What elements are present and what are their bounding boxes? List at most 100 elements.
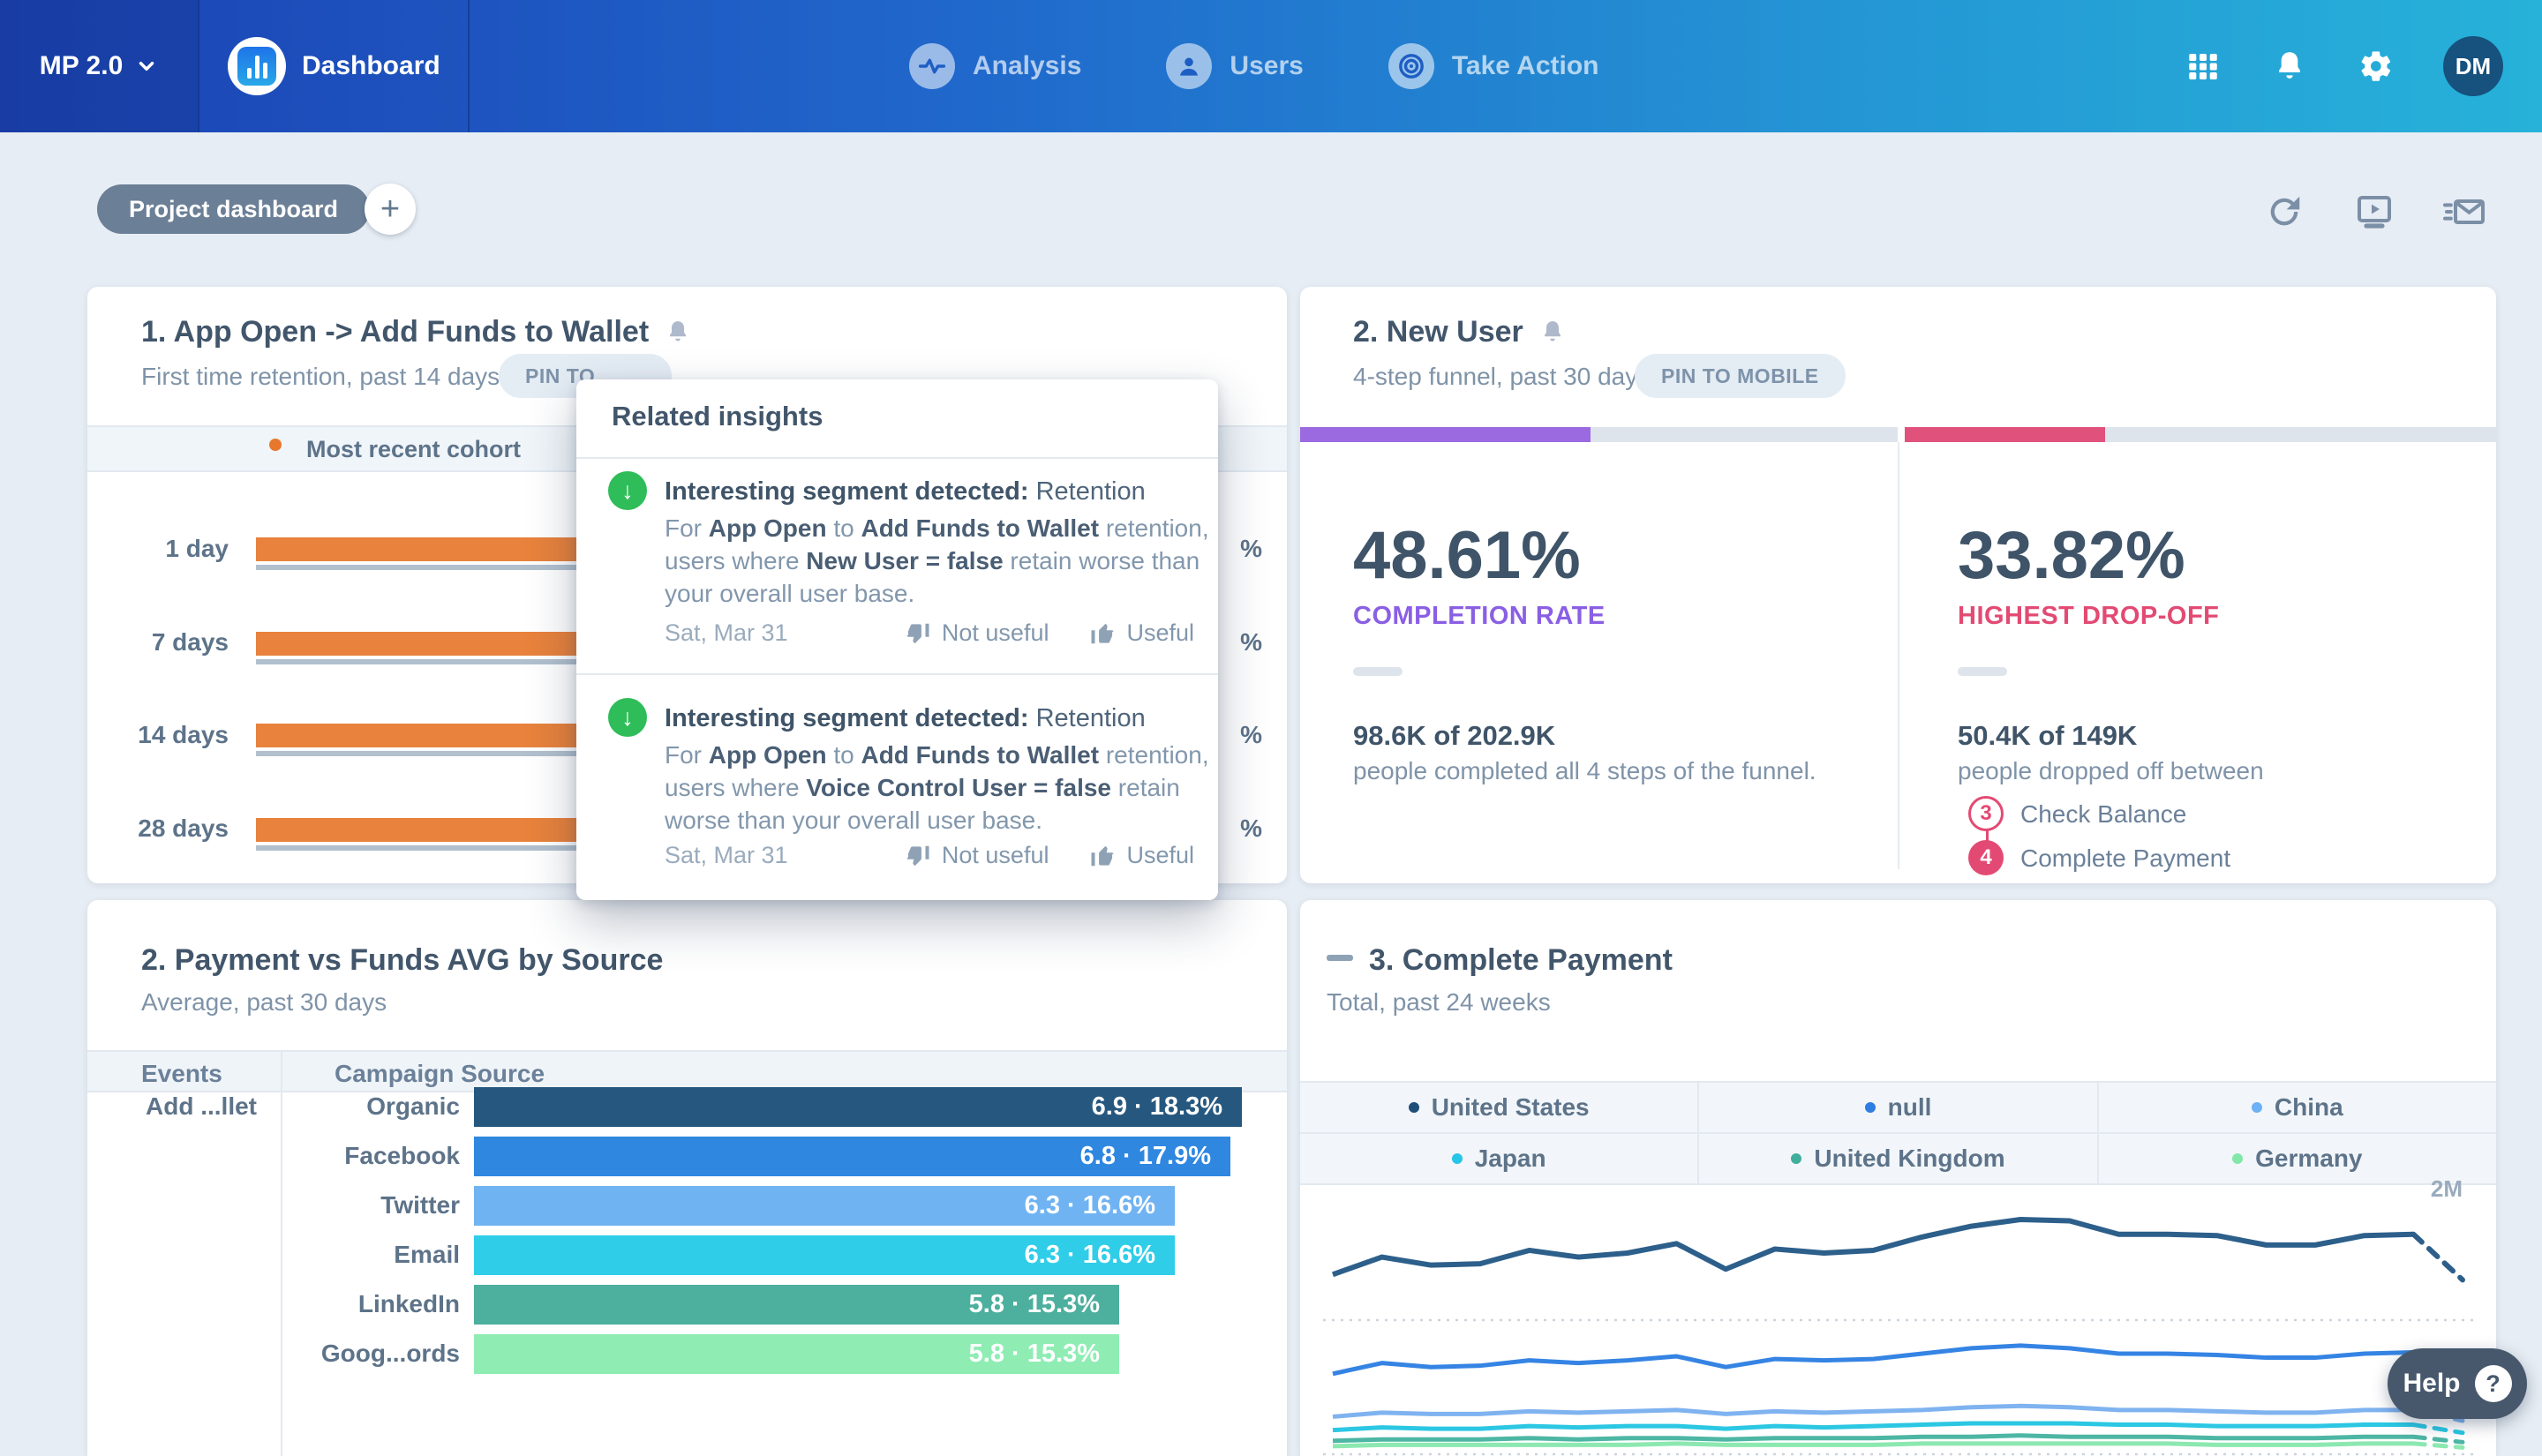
- series-marker-icon: [1408, 1102, 1419, 1113]
- cohort-marker-icon: [269, 439, 282, 451]
- source-bars-card: 2. Payment vs Funds AVG by Source Averag…: [87, 900, 1287, 1456]
- help-label: Help: [2403, 1369, 2461, 1398]
- nav-utilities: DM: [2184, 0, 2542, 132]
- not-useful-button[interactable]: Not useful: [905, 842, 1049, 869]
- legend-item-united-kingdom[interactable]: United Kingdom: [1699, 1134, 2099, 1183]
- help-button[interactable]: Help ?: [2388, 1348, 2527, 1419]
- avatar[interactable]: DM: [2443, 36, 2503, 96]
- bar-email: 6.3 · 16.6%: [474, 1235, 1175, 1275]
- legend-item-null[interactable]: null: [1699, 1083, 2099, 1132]
- present-icon[interactable]: [2351, 189, 2397, 235]
- pulse-icon: [909, 43, 955, 89]
- source-label: Email: [394, 1241, 460, 1268]
- payment-lines-card: 3. Complete Payment Total, past 24 weeks…: [1300, 900, 2496, 1456]
- minus-icon[interactable]: [1327, 955, 1353, 961]
- add-dashboard-button[interactable]: +: [365, 184, 416, 235]
- legend-item-japan[interactable]: Japan: [1300, 1134, 1700, 1183]
- thumbs-down-icon: [906, 623, 929, 643]
- workspace-switcher[interactable]: MP 2.0: [0, 0, 198, 132]
- primary-nav: Analysis Users Take Action: [909, 0, 1599, 132]
- retention-value: %: [1240, 628, 1262, 656]
- bell-icon[interactable]: [2270, 47, 2309, 86]
- bar-facebook: 6.8 · 17.9%: [474, 1137, 1230, 1176]
- useful-button[interactable]: Useful: [1089, 619, 1194, 647]
- nav-item-users[interactable]: Users: [1166, 43, 1304, 89]
- completion-caption: people completed all 4 steps of the funn…: [1353, 757, 1816, 784]
- dashboard-actions: [2261, 189, 2487, 235]
- product-label: Dashboard: [302, 51, 440, 80]
- dropoff-caption: people dropped off between: [1958, 757, 2264, 784]
- insight-footer: Sat, Mar 31 Not useful Useful: [665, 842, 1194, 869]
- mixpanel-logo-icon: [228, 37, 286, 95]
- card-subtitle: Average, past 30 days: [141, 988, 387, 1016]
- series-marker-icon: [1451, 1153, 1463, 1164]
- top-nav: MP 2.0 Dashboard Analysis Users Take Act…: [0, 0, 2542, 132]
- divider: [576, 457, 1218, 459]
- line-chart: [1323, 1217, 2473, 1456]
- insight-footer: Sat, Mar 31 Not useful Useful: [665, 619, 1194, 647]
- bell-icon[interactable]: [665, 319, 691, 352]
- funnel-step-number: 3: [1968, 796, 2004, 831]
- grid-icon[interactable]: [2184, 47, 2222, 86]
- refresh-icon[interactable]: [2261, 189, 2307, 235]
- not-useful-button[interactable]: Not useful: [905, 619, 1049, 647]
- pin-badge: PIN TO MOBILE: [1635, 354, 1846, 398]
- series-marker-icon: [1864, 1102, 1876, 1113]
- step-connector: [1986, 829, 1989, 842]
- thumbs-up-icon: [1091, 845, 1114, 866]
- legend-item-united-states[interactable]: United States: [1300, 1083, 1700, 1132]
- dropoff-numbers: 50.4K of 149K: [1958, 720, 2138, 751]
- bar-twitter: 6.3 · 16.6%: [474, 1186, 1175, 1226]
- nav-divider: [198, 0, 199, 132]
- source-label: Facebook: [344, 1142, 460, 1169]
- column-header-source: Campaign Source: [335, 1060, 545, 1087]
- target-icon: [1388, 43, 1434, 89]
- retention-row-label: 1 day: [165, 535, 229, 562]
- series-legend: United States null China Japan United Ki…: [1300, 1081, 2496, 1185]
- series-marker-icon: [2251, 1102, 2262, 1113]
- question-icon: ?: [2474, 1365, 2512, 1402]
- funnel-step-label: Check Balance: [2020, 800, 2187, 828]
- retention-row-label: 28 days: [138, 814, 229, 842]
- nav-item-take-action[interactable]: Take Action: [1388, 43, 1599, 89]
- source-label: Organic: [366, 1092, 460, 1120]
- card-subtitle: First time retention, past 14 days: [141, 363, 500, 390]
- funnel-step-label: Complete Payment: [2020, 844, 2231, 872]
- retention-row-label: 7 days: [151, 628, 229, 656]
- source-label: LinkedIn: [357, 1290, 460, 1317]
- product-home[interactable]: Dashboard: [198, 0, 468, 132]
- bell-icon[interactable]: [1539, 319, 1566, 352]
- series-marker-icon: [2232, 1153, 2244, 1164]
- card-subtitle: Total, past 24 weeks: [1327, 988, 1551, 1016]
- card-title: 1. App Open -> Add Funds to Wallet: [141, 315, 691, 353]
- dropoff-fill: [1905, 427, 2105, 442]
- send-email-icon[interactable]: [2441, 189, 2487, 235]
- bar-organic: 6.9 · 18.3%: [474, 1087, 1242, 1127]
- arrow-down-circle-icon: ↓: [608, 698, 647, 737]
- arrow-down-circle-icon: ↓: [608, 471, 647, 510]
- legend-item-germany[interactable]: Germany: [2099, 1134, 2496, 1183]
- completion-numbers: 98.6K of 202.9K: [1353, 720, 1556, 751]
- y-axis-label: 2M: [2430, 1175, 2463, 1202]
- source-label: Twitter: [380, 1191, 460, 1219]
- bar-linkedin: 5.8 · 15.3%: [474, 1285, 1119, 1325]
- dropoff-track: [1905, 427, 2496, 442]
- legend-item-china[interactable]: China: [2099, 1083, 2496, 1132]
- nav-item-analysis[interactable]: Analysis: [909, 43, 1081, 89]
- event-row-label: Add ...llet: [146, 1092, 257, 1120]
- dashboard-tab-pill[interactable]: Project dashboard: [97, 184, 371, 234]
- workspace-label: MP 2.0: [39, 51, 124, 80]
- gear-icon[interactable]: [2357, 47, 2395, 86]
- nav-divider: [468, 0, 470, 132]
- thumbs-down-icon: [906, 845, 929, 866]
- separator: [1353, 667, 1403, 676]
- table-header: Events Campaign Source: [87, 1050, 1287, 1092]
- retention-value: %: [1240, 535, 1262, 562]
- completion-rate-value: 48.61%: [1353, 518, 1581, 593]
- card-title: 2. Payment vs Funds AVG by Source: [141, 943, 664, 977]
- separator: [1958, 667, 2007, 676]
- dropoff-value: 33.82%: [1958, 518, 2185, 593]
- retention-row-label: 14 days: [138, 721, 229, 748]
- useful-button[interactable]: Useful: [1089, 842, 1194, 869]
- column-divider: [1898, 442, 1899, 869]
